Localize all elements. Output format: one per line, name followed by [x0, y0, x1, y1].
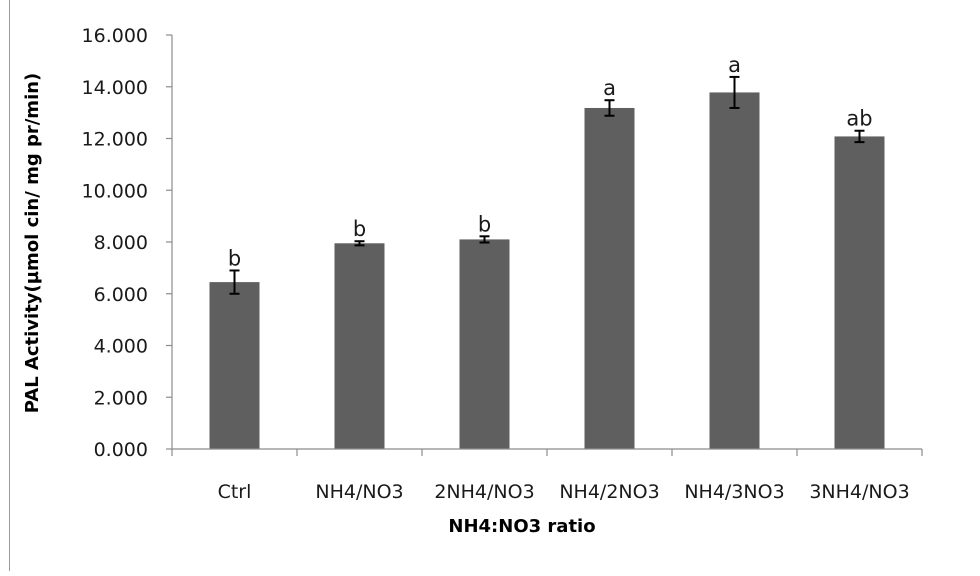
bar [584, 107, 635, 449]
axes [166, 34, 923, 456]
y-tick-label: 16.000 [82, 25, 148, 47]
category-labels: Ctrl NH4/NO3 2NH4/NO3 NH4/2NO3 NH4/3NO3 3NH4/… [218, 481, 910, 503]
y-tick-label: 4.000 [94, 336, 148, 358]
category-label: Ctrl [218, 481, 252, 503]
y-axis-title: PAL Activity(µmol cin/ mg pr/min) [22, 73, 43, 414]
category-label: NH4/3NO3 [684, 481, 784, 503]
significance-label: a [603, 76, 616, 100]
error-bars [229, 75, 865, 295]
bar [709, 92, 760, 449]
category-label: NH4/NO3 [315, 481, 403, 503]
y-tick-label: 10.000 [82, 180, 148, 202]
category-label: 2NH4/NO3 [434, 481, 534, 503]
y-tick-label: 12.000 [82, 129, 148, 151]
y-tick-labels: 0.000 2.000 4.000 6.000 8.000 10.000 12.000 14.… [82, 25, 148, 461]
category-label: NH4/2NO3 [559, 481, 659, 503]
bar [209, 282, 260, 449]
y-tick-label: 6.000 [94, 284, 148, 306]
significance-label: ab [846, 107, 872, 131]
category-label: 3NH4/NO3 [809, 481, 909, 503]
y-tick-label: 2.000 [94, 387, 148, 409]
left-border-line [9, 0, 10, 571]
x-axis-title: NH4:NO3 ratio [448, 516, 595, 537]
y-tick-label: 0.000 [94, 439, 148, 461]
significance-label: b [228, 246, 241, 270]
bar [334, 243, 385, 449]
significance-label: b [353, 217, 366, 241]
bars [209, 92, 885, 449]
significance-labels: b b b a a ab [228, 53, 873, 271]
bar [834, 136, 885, 449]
significance-label: b [478, 212, 491, 236]
bar [459, 239, 510, 449]
significance-label: a [728, 53, 741, 77]
y-tick-label: 8.000 [94, 232, 148, 254]
y-tick-label: 14.000 [82, 77, 148, 99]
